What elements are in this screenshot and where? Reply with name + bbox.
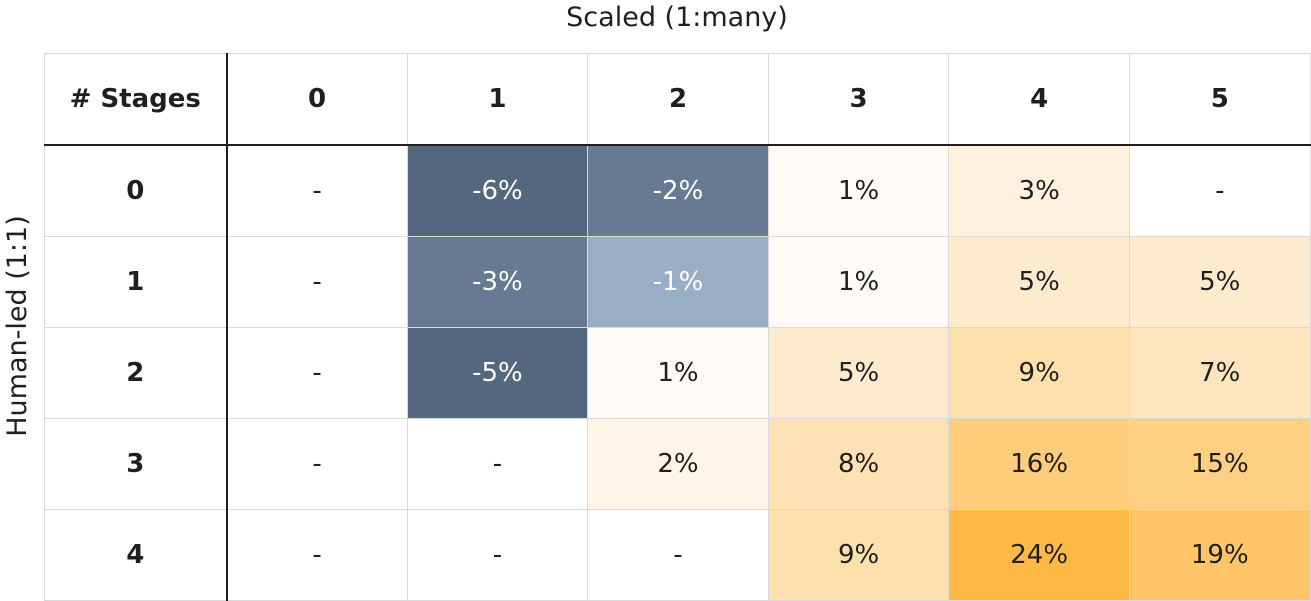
- heat-cell-r2-c2: 1%: [587, 326, 769, 419]
- column-header-1: 1: [406, 53, 589, 146]
- row-header-0: 0: [44, 144, 228, 237]
- heat-cell-r1-c1: -3%: [406, 235, 589, 328]
- heat-cell-r3-c4: 16%: [948, 417, 1130, 510]
- heat-cell-r4-c1: -: [406, 508, 589, 601]
- y-axis-title: Human-led (1:1): [2, 215, 33, 437]
- heat-cell-r0-c3: 1%: [767, 144, 950, 237]
- heat-cell-r2-c4: 9%: [948, 326, 1130, 419]
- heat-cell-r4-c0: -: [226, 508, 408, 601]
- x-axis-title: Scaled (1:many): [566, 2, 788, 33]
- heat-cell-r0-c2: -2%: [587, 144, 769, 237]
- row-header-1: 1: [44, 235, 228, 328]
- table-row: 3- -2% 8% 16% 15%: [44, 417, 1311, 510]
- table-row: 4- - -9% 24% 19%: [44, 508, 1311, 601]
- heat-cell-r2-c3: 5%: [767, 326, 950, 419]
- column-header-3: 3: [767, 53, 950, 146]
- table-row: 1- -3% -1% 1% 5% 5%: [44, 235, 1311, 328]
- heat-cell-r1-c4: 5%: [948, 235, 1130, 328]
- heat-cell-r1-c5: 5%: [1128, 235, 1311, 328]
- heat-cell-r0-c5: -: [1128, 144, 1311, 237]
- heat-cell-r4-c4: 24%: [948, 508, 1130, 601]
- heat-cell-r1-c3: 1%: [767, 235, 950, 328]
- heat-cell-r3-c0: -: [226, 417, 408, 510]
- heat-cell-r2-c0: -: [226, 326, 408, 419]
- heat-cell-r4-c3: 9%: [767, 508, 950, 601]
- heat-cell-r3-c5: 15%: [1128, 417, 1311, 510]
- table-row: 2- -5% 1% 5% 9% 7%: [44, 326, 1311, 419]
- row-header-4: 4: [44, 508, 228, 601]
- column-header-5: 5: [1128, 53, 1311, 146]
- heat-cell-r3-c3: 8%: [767, 417, 950, 510]
- heat-cell-r3-c2: 2%: [587, 417, 769, 510]
- heat-cell-r4-c2: -: [587, 508, 769, 601]
- heat-cell-r0-c1: -6%: [406, 144, 589, 237]
- heat-cell-r4-c5: 19%: [1128, 508, 1311, 601]
- heat-cell-r2-c5: 7%: [1128, 326, 1311, 419]
- table-row: 0- -6% -2% 1% 3% -: [44, 144, 1311, 237]
- heat-cell-r0-c0: -: [226, 144, 408, 237]
- heat-cell-r3-c1: -: [406, 417, 589, 510]
- heat-cell-r1-c2: -1%: [587, 235, 769, 328]
- heat-cell-r0-c4: 3%: [948, 144, 1130, 237]
- heatmap-body: 0- -6% -2% 1% 3% -1- -3% -1% 1% 5% 5% 2- -5% 1% 5% 9% 7%…: [44, 144, 1311, 601]
- heat-cell-r1-c0: -: [226, 235, 408, 328]
- row-header-2: 2: [44, 326, 228, 419]
- heat-cell-r2-c1: -5%: [406, 326, 589, 419]
- corner-label: # Stages: [44, 53, 228, 146]
- column-header-4: 4: [948, 53, 1130, 146]
- column-header-2: 2: [587, 53, 769, 146]
- column-header-0: 0: [226, 53, 408, 146]
- row-header-3: 3: [44, 417, 228, 510]
